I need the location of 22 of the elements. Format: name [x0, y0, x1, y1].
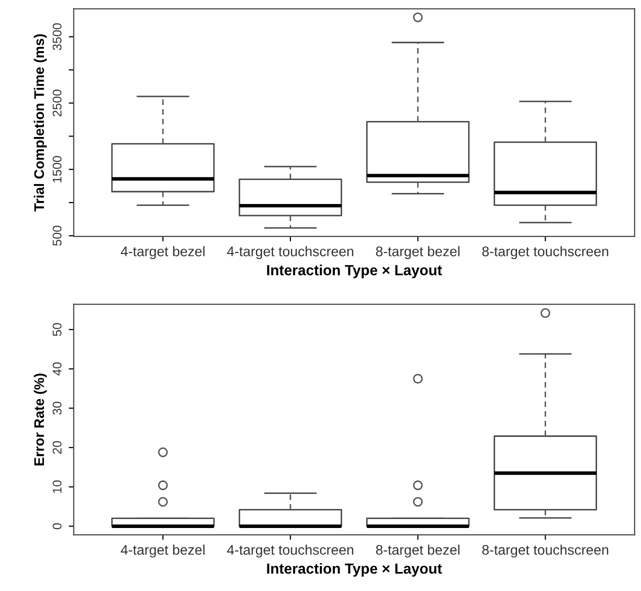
y-tick-label: 20 — [52, 441, 62, 454]
x-tick-label: 8-target bezel — [376, 246, 460, 260]
y-tick-label: 1500 — [52, 156, 62, 182]
y-tick-label: 2500 — [52, 90, 62, 116]
x-tick-label: 8-target touchscreen — [482, 544, 608, 558]
y-tick-label: 30 — [52, 402, 62, 415]
y-axis-title: Trial Completion Time (ms) — [34, 34, 47, 212]
x-tick-label: 8-target bezel — [376, 544, 460, 558]
y-tick-label: 50 — [52, 323, 62, 336]
y-axis-title: Error Rate (%) — [34, 374, 47, 466]
y-tick-label: 40 — [52, 362, 62, 376]
y-tick-label: 500 — [52, 226, 62, 246]
x-tick-label: 8-target touchscreen — [482, 246, 608, 260]
x-tick-label: 4-target bezel — [120, 246, 204, 260]
y-tick-label: 10 — [52, 480, 62, 493]
x-axis-title: Interaction Type × Layout — [267, 264, 442, 278]
x-tick-label: 4-target bezel — [120, 544, 204, 558]
y-tick-label: 0 — [52, 523, 62, 530]
x-tick-label: 4-target touchscreen — [227, 544, 354, 558]
x-tick-label: 4-target touchscreen — [227, 246, 354, 260]
y-tick-label: 3500 — [52, 23, 62, 50]
x-axis-title: Interaction Type × Layout — [267, 563, 442, 577]
